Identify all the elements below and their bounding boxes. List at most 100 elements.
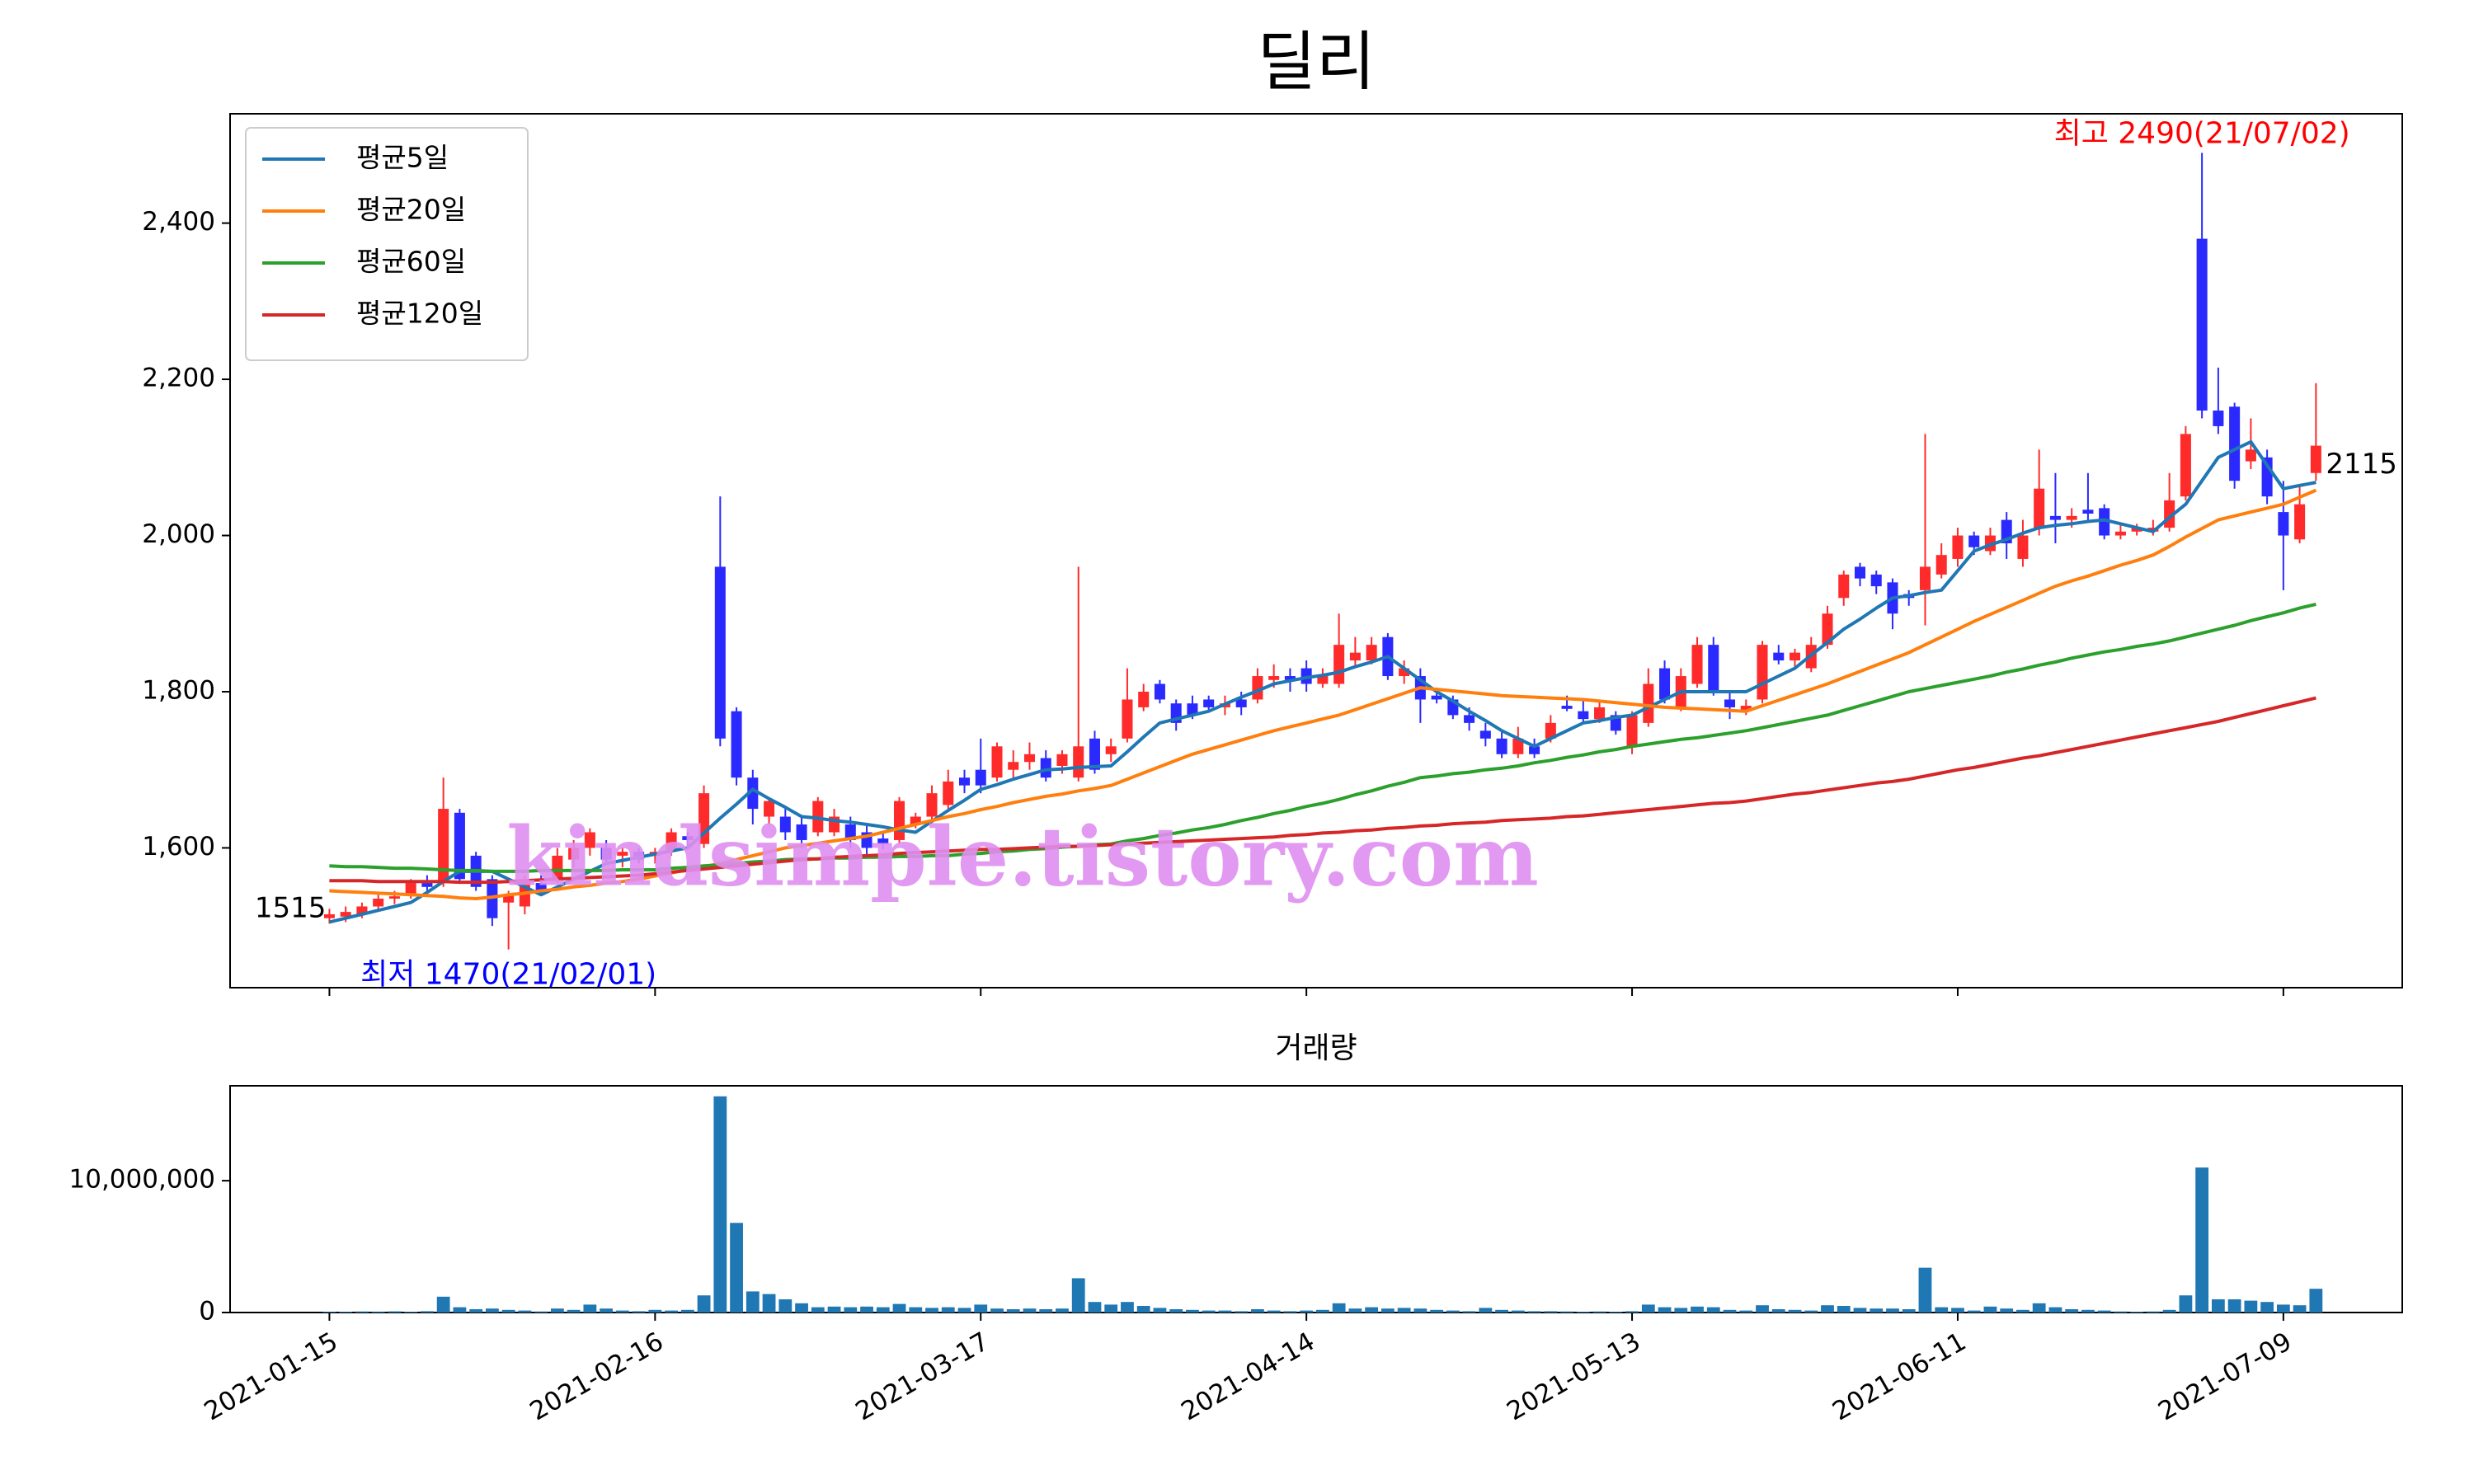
candle-body [2066,515,2077,520]
volume-bar [1267,1310,1281,1313]
volume-bar [1235,1311,1249,1313]
candle-body [421,883,433,887]
candle-body [1268,676,1280,680]
candle-body [405,883,416,895]
volume-bar [1756,1305,1769,1313]
volume-bar [2260,1302,2274,1313]
volume-bar [1967,1310,1981,1313]
volume-bar [1951,1308,1964,1313]
volume-bar [844,1307,858,1313]
candle-body [666,832,677,852]
volume-bar [2227,1299,2241,1313]
volume-bar [1658,1307,1672,1313]
candle-body [1333,645,1345,684]
candle-body [2196,238,2208,411]
candle-body [1235,699,1247,707]
volume-bar [1104,1304,1118,1313]
volume-bar [778,1299,793,1313]
volume-bar [2114,1311,2128,1313]
candle-body [1935,555,1947,575]
candle-body [388,896,400,899]
volume-bar [925,1308,938,1313]
volume-bar [2244,1300,2258,1313]
volume-bar [1169,1309,1183,1313]
volume-bar [1886,1308,1899,1313]
candle-body [1952,535,1964,559]
volume-bar [1088,1302,1102,1313]
candle-body [1919,566,1931,590]
moving-average-line [329,602,2316,873]
volume-bar [713,1096,727,1313]
candle-body [747,777,759,810]
volume-bar [1527,1311,1541,1313]
volume-bar [697,1295,711,1313]
low-annotation: 최저 1470(21/02/01) [360,958,656,992]
volume-bar [1446,1310,1460,1313]
volume-bar [600,1308,614,1313]
volume-bar [2276,1304,2290,1313]
legend-label: 평균120일 [356,298,483,330]
candle-body [2049,515,2061,520]
volume-bar [615,1310,629,1313]
volume-bar [1609,1312,1623,1313]
candle-body [1578,711,1589,720]
volume-bar [469,1309,483,1313]
volume-bar [1413,1308,1427,1313]
candle-body [1366,645,1377,661]
volume-bar [1186,1309,1199,1313]
candle-body [438,809,449,884]
volume-bar [860,1306,873,1313]
volume-bar [745,1291,760,1313]
volume-bar [1935,1307,1949,1313]
candle-body [958,777,971,786]
candle-body [1496,738,1507,754]
volume-bar [730,1223,743,1313]
volume-bar [1365,1307,1379,1313]
volume-bar [1056,1308,1069,1313]
price-axes [229,113,2403,989]
candle-body [1854,566,1866,579]
candle-body [1545,722,1556,739]
candle-body [356,906,368,914]
volume-bar [892,1303,906,1313]
candle-body [764,801,775,817]
candle-body [1691,645,1703,684]
volume-bar [2016,1309,2030,1313]
volume-bar [1788,1309,1802,1313]
high-annotation: 최고 2490(21/07/02) [2054,116,2350,150]
volume-bar [1870,1308,1884,1313]
volume-bar [795,1303,808,1313]
volume-bar [404,1312,418,1313]
candle-body [1626,715,1638,747]
candle-body [2114,531,2126,536]
candle-body [1089,738,1100,770]
volume-bar [1071,1278,1085,1313]
y-tick-label: 1,600 [142,832,215,862]
volume-bar [1706,1307,1720,1313]
volume-bar [453,1307,467,1313]
candle-body [535,883,547,891]
legend-box [245,127,529,361]
y-tick-label: 2,400 [142,207,215,237]
volume-bar [518,1310,532,1313]
y-tick-label: 2,200 [142,364,215,393]
volume-bar [421,1311,434,1313]
volume-bar [485,1308,499,1313]
candle-body [975,769,986,786]
candle-body [1073,746,1084,778]
volume-bar [339,1312,353,1313]
candle-body [2082,510,2094,514]
volume-bar [501,1309,515,1313]
candle-body [731,711,742,778]
candle-body [2245,449,2256,462]
volume-bar [1251,1309,1264,1313]
volume-bar [1771,1309,1785,1313]
volume-bar [2032,1303,2046,1313]
volume-bar [1283,1311,1297,1313]
candle-body [796,824,807,840]
candle-body [877,838,889,844]
candle-body [2131,528,2142,532]
volume-bar [1006,1309,1020,1313]
candle-body [779,816,791,833]
candle-body [1724,699,1736,707]
